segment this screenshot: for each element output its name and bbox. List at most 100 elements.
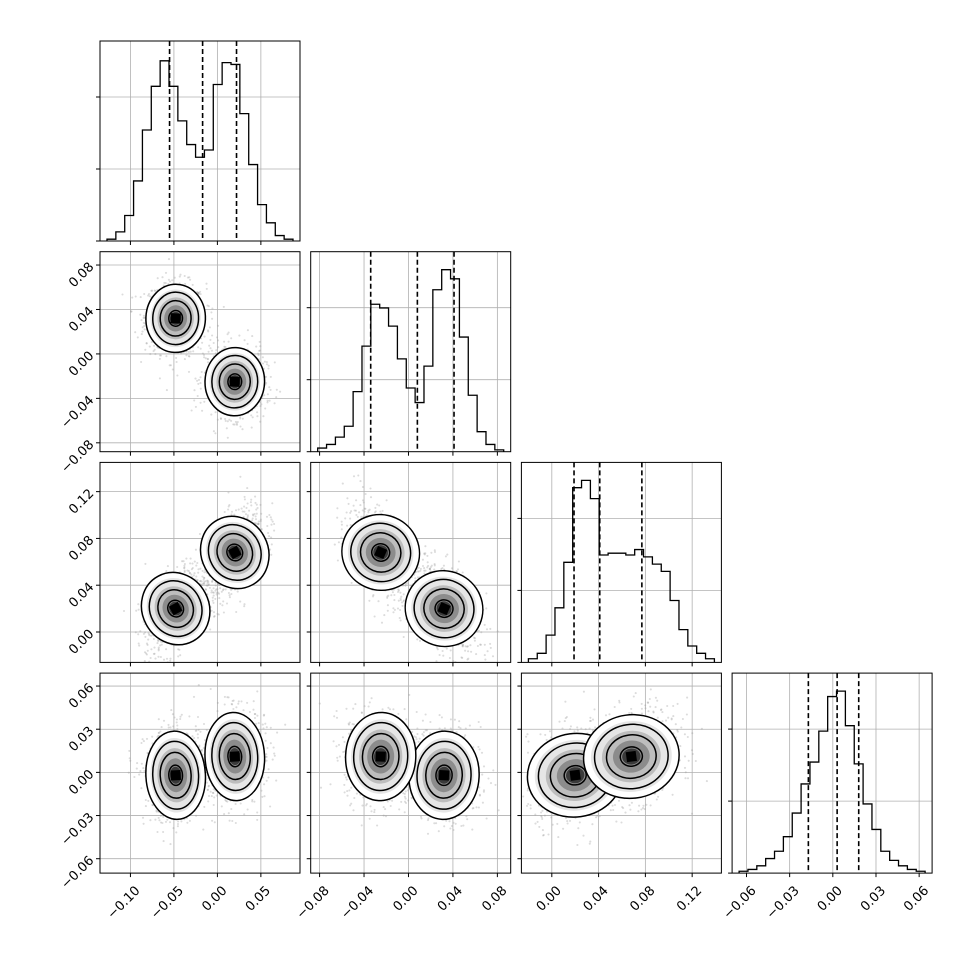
scatter-point [142,740,145,743]
scatter-point [258,349,261,352]
mode-0 [404,569,484,648]
scatter-point [391,591,394,594]
scatter-point [402,599,406,602]
scatter-point [255,508,258,511]
scatter-point [198,532,201,536]
scatter-point [217,591,220,594]
scatter-point [165,570,168,573]
scatter-point [153,289,156,292]
scatter-point [193,560,196,563]
peak-square [374,545,388,560]
scatter-point [203,571,206,574]
scatter-point [428,567,431,570]
scatter-point [169,659,172,662]
scatter-point [167,258,171,261]
scatter-point [483,643,486,646]
scatter-point [209,347,212,350]
scatter-point [456,568,460,571]
scatter-point [474,670,476,672]
scatter-point [243,339,246,342]
contour-line [148,580,203,638]
scatter-point [159,354,163,357]
scatter-point [161,276,164,279]
scatter-point [195,564,198,567]
scatter-point [197,291,200,294]
scatter-point [183,358,186,361]
histogram-line [106,60,294,241]
y-tick-label: 0.00 [66,349,97,380]
scatter-point [183,569,186,572]
scatter-point [243,510,246,513]
scatter-point [167,278,170,281]
scatter-point [157,816,160,819]
scatter-point [340,523,343,526]
scatter-point [268,386,271,389]
scatter-point [168,364,171,367]
histogram-bar [590,499,599,663]
scatter-point [208,326,211,329]
histogram-bar [151,86,160,241]
scatter-point [205,584,208,587]
scatter-point [185,557,188,560]
scatter-point [135,609,138,612]
scatter-point [165,389,168,392]
scatter-point [152,663,154,665]
scatter-point [152,652,155,655]
histogram-bar [617,553,626,662]
scatter-point [146,643,149,646]
scatter-point [197,382,200,385]
scatter-point [185,354,188,357]
scatter-point [374,510,377,513]
scatter-point [254,495,257,498]
scatter-point [164,282,167,285]
scatter-point [256,522,259,525]
scatter-point [216,588,219,591]
scatter-point [152,637,155,641]
scatter-point [144,666,146,668]
scatter-point [256,415,259,418]
scatter-point [152,350,155,353]
scatter-point [183,566,186,569]
scatter-point [209,628,212,631]
scatter-point [433,564,436,567]
scatter-point [239,475,242,478]
scatter-point [416,570,419,573]
scatter-point [152,674,154,676]
scatter-point [418,639,422,642]
scatter-point [270,553,273,556]
scatter-point [212,601,215,604]
scatter-point [246,342,249,345]
scatter-point [176,374,179,377]
scatter-point [159,681,161,683]
scatter-point [349,517,352,520]
scatter-point [153,344,156,347]
scatter-point [219,417,222,420]
histogram-bar [187,145,196,241]
scatter-point [445,647,448,650]
scatter-point [257,523,260,526]
scatter-point [243,603,246,606]
scatter-point [140,360,143,364]
scatter-point [267,367,270,370]
contour-line [404,569,484,648]
scatter-point [363,510,366,513]
scatter-point [187,370,191,373]
scatter-point [207,794,211,798]
scatter-point [485,592,488,595]
scatter-point [188,276,191,279]
peak-square [168,601,183,616]
scatter-point [132,670,134,672]
scatter-point [158,357,161,360]
scatter-point [263,360,266,363]
scatter-point [266,524,269,528]
scatter-point [142,632,145,635]
contour-line [152,291,200,346]
scatter-point [213,615,216,618]
scatter-point [417,566,420,569]
scatter-point [400,595,403,598]
scatter-point [217,339,220,342]
scatter-point [227,505,230,508]
scatter-point [265,363,269,366]
histogram-bar [459,337,468,452]
scatter-point [423,569,426,572]
